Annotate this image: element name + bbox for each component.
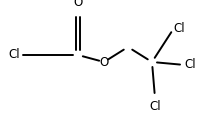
Text: Cl: Cl xyxy=(8,48,20,61)
Text: O: O xyxy=(99,55,109,69)
Text: Cl: Cl xyxy=(149,100,161,113)
Text: Cl: Cl xyxy=(184,59,196,72)
Text: O: O xyxy=(73,0,83,9)
Text: Cl: Cl xyxy=(173,21,185,34)
